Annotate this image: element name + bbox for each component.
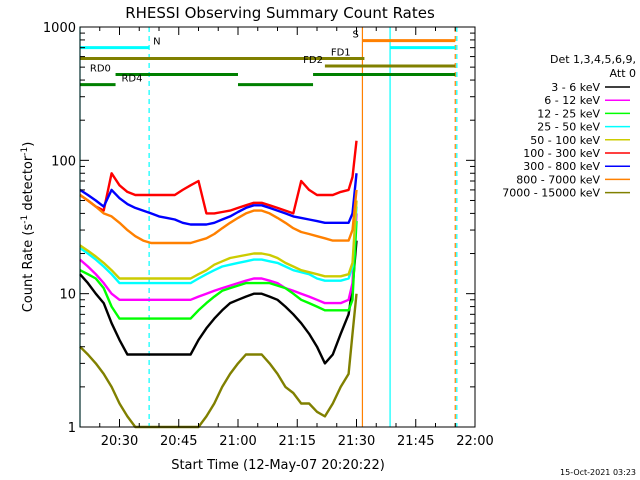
- x-tick-label-22-00: 22:00: [456, 434, 493, 449]
- legend-entry-12-25-kev: 12 - 25 keV: [537, 107, 600, 120]
- legend-entry-7000-15000-kev: 7000 - 15000 keV: [502, 187, 600, 200]
- chart-title: RHESSI Observing Summary Count Rates: [125, 4, 435, 22]
- y-axis-label: Count Rate (s-1 detector-1): [20, 142, 36, 313]
- x-tick-label-21-45: 21:45: [397, 434, 434, 449]
- legend-entry-100-300-kev: 100 - 300 keV: [523, 147, 600, 160]
- y-tick-label-10: 10: [59, 288, 76, 303]
- flag-label-rd0: RD0: [90, 64, 111, 75]
- legend-entry-25-50-kev: 25 - 50 keV: [537, 121, 600, 134]
- series-lines: [79, 140, 358, 429]
- x-tick-label-21-15: 21:15: [279, 434, 316, 449]
- axes: 20:30 20:45 21:00 21:15 21:30 21:45 22:00 1 10 10…: [43, 21, 494, 449]
- x-tick-label-21-30: 21:30: [338, 434, 375, 449]
- y-axis-label-sup1: -1: [20, 215, 30, 224]
- series-line-12-25-kev: [79, 221, 358, 320]
- legend-header-1: Att 0: [610, 67, 636, 80]
- y-tick-label-100: 100: [51, 154, 76, 169]
- flag-label-fd1: FD1: [331, 48, 351, 59]
- series-line-25-50-kev: [79, 206, 358, 285]
- y-tick-label-1: 1: [68, 421, 76, 436]
- x-tick-label-20-30: 20:30: [101, 434, 138, 449]
- y-axis-label-sup2: -1: [20, 147, 30, 156]
- y-axis-label-mid: detector: [21, 155, 36, 215]
- series-line-6-12-kev: [79, 213, 358, 305]
- flag-label-fd2: FD2: [303, 55, 323, 66]
- y-tick-label-1000: 1000: [43, 21, 76, 36]
- x-axis-label: Start Time (12-May-07 20:20:22): [171, 458, 385, 473]
- y-axis-label-main: Count Rate (s: [21, 224, 36, 313]
- x-tick-label-20-45: 20:45: [160, 434, 197, 449]
- flag-label-rd4: RD4: [121, 74, 142, 85]
- y-axis-label-end: ): [21, 142, 36, 147]
- series-line-7000-15000-kev: [79, 293, 358, 429]
- legend-entry-800-7000-kev: 800 - 7000 keV: [516, 173, 600, 186]
- series-line-3-6-kev: [79, 240, 358, 365]
- series-line-100-300-kev: [79, 140, 358, 215]
- series-line-300-800-kev: [79, 173, 358, 226]
- series-line-800-7000-kev: [79, 189, 358, 245]
- x-tick-label-21-00: 21:00: [219, 434, 256, 449]
- plot-frame: [79, 26, 476, 428]
- vertical-markers: [79, 27, 458, 427]
- legend-entry-300-800-kev: 300 - 800 keV: [523, 160, 600, 173]
- generation-timestamp: 15-Oct-2021 03:23: [560, 468, 636, 477]
- legend-header-0: Det 1,3,4,5,6,9,: [550, 53, 636, 66]
- flag-label-s: S: [353, 30, 359, 41]
- legend-entry-6-12-kev: 6 - 12 keV: [544, 94, 600, 107]
- legend-entry-3-6-kev: 3 - 6 keV: [551, 81, 600, 94]
- flag-label-n: N: [153, 37, 160, 48]
- series-line-50-100-kev: [79, 200, 358, 280]
- legend-entry-50-100-kev: 50 - 100 keV: [530, 134, 600, 147]
